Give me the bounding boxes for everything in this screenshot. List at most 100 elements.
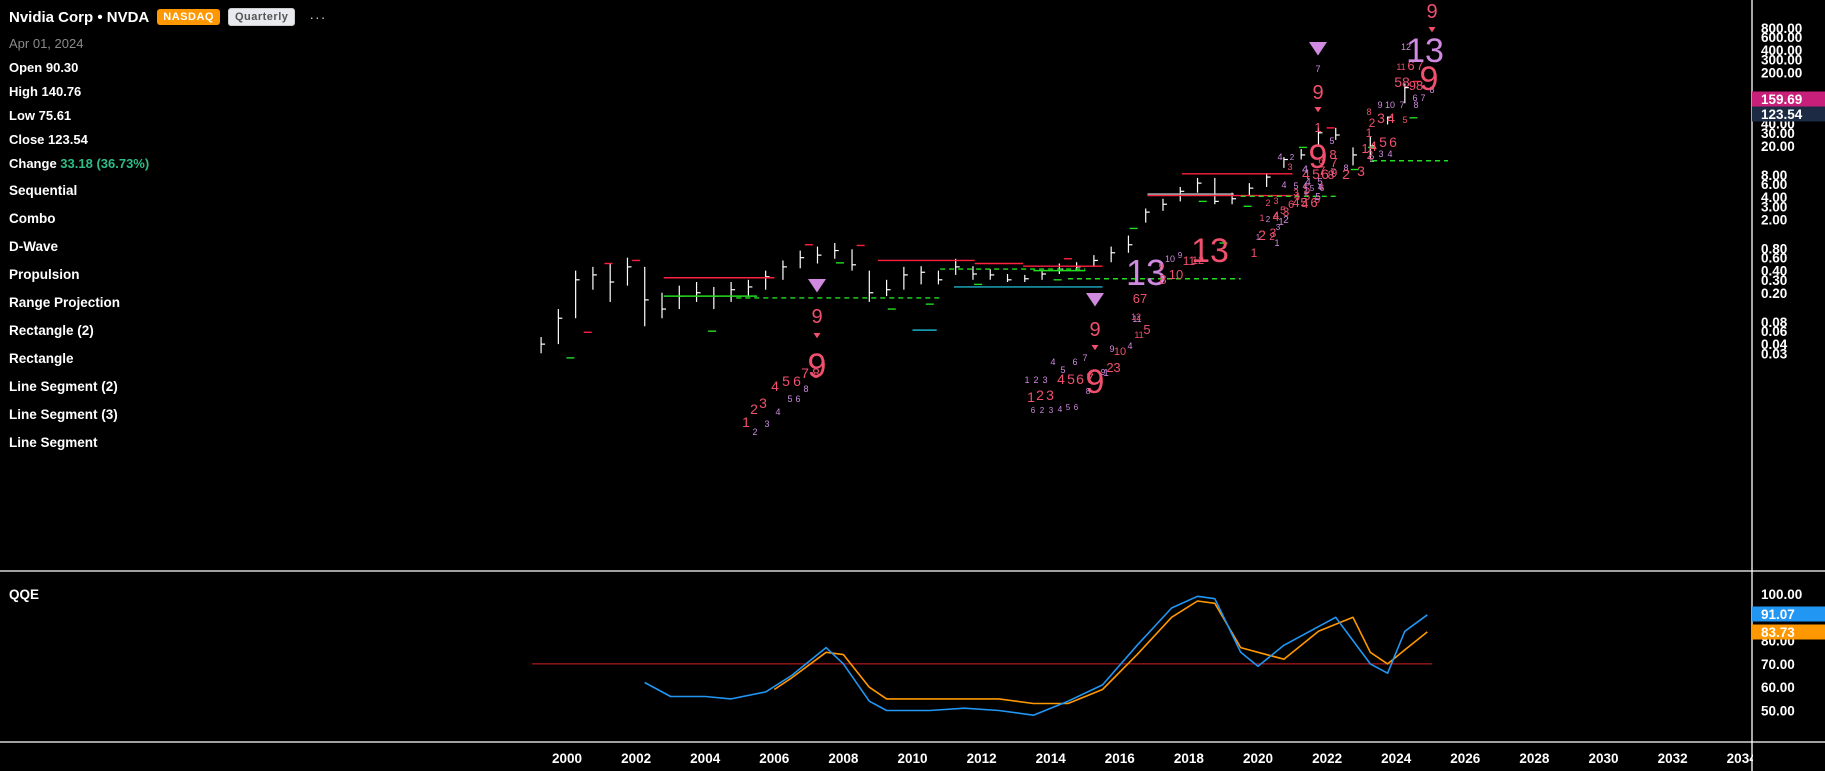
indicator-range-projection[interactable]: Range Projection bbox=[9, 295, 121, 310]
qqe-marker-fast: 91.07 bbox=[1761, 607, 1795, 622]
time-tick-label: 2034 bbox=[1727, 751, 1758, 766]
setup-count-label: 2 bbox=[1106, 360, 1113, 375]
price-tick-label: 3.00 bbox=[1761, 199, 1787, 214]
setup-nine-label: 9 bbox=[1309, 138, 1328, 176]
ohlc-low: Low 75.61 bbox=[9, 108, 71, 123]
setup-count-label: 6 bbox=[1310, 195, 1317, 210]
setup-count-label: 3 bbox=[1113, 360, 1120, 375]
price-tick-label: 8.00 bbox=[1761, 168, 1787, 183]
setup-count-label: 5 bbox=[1312, 166, 1320, 182]
setup-triangle-icon bbox=[813, 333, 821, 339]
qqe-marker-slow-bg bbox=[1752, 624, 1825, 640]
price-tick-label: 0.03 bbox=[1761, 346, 1788, 361]
setup-count-label: 3 bbox=[759, 395, 767, 411]
low-label: Low bbox=[9, 108, 35, 123]
bar-date: Apr 01, 2024 bbox=[9, 36, 84, 51]
price-tick-label: 0.20 bbox=[1761, 286, 1787, 301]
price-tick-label: 0.04 bbox=[1761, 337, 1788, 352]
setup-count-label: 11 bbox=[1134, 330, 1143, 340]
price-marker-close-bg bbox=[1752, 106, 1825, 122]
time-tick-label: 2032 bbox=[1658, 751, 1688, 766]
drawing-line-segment-3[interactable]: Line Segment (3) bbox=[9, 407, 118, 422]
setup-count-label: 2 bbox=[1033, 375, 1038, 385]
setup-count-label: 3 bbox=[1270, 226, 1277, 240]
setup-count-label: 5 bbox=[787, 394, 792, 404]
setup-count-label: 8 bbox=[1413, 100, 1418, 110]
setup-count-label: 7 bbox=[1319, 164, 1326, 178]
price-tick-label: 0.40 bbox=[1761, 264, 1787, 279]
setup-thirteen-label: 13 bbox=[1406, 32, 1444, 70]
setup-count-label: 5 bbox=[782, 373, 790, 389]
setup-count-label: 2 bbox=[752, 427, 757, 437]
ohlc-open: Open 90.30 bbox=[9, 60, 78, 75]
setup-count-label: 1 bbox=[1366, 126, 1373, 140]
setup-count-label: 8 bbox=[1086, 387, 1091, 396]
setup-count-label: 9 bbox=[1312, 82, 1323, 104]
indicator-propulsion[interactable]: Propulsion bbox=[9, 267, 80, 282]
indicator-combo[interactable]: Combo bbox=[9, 211, 56, 226]
time-tick-label: 2010 bbox=[897, 751, 927, 766]
price-tick-label: 20.00 bbox=[1761, 139, 1795, 154]
setup-count-label: 12 bbox=[1192, 255, 1204, 267]
time-tick-label: 2026 bbox=[1450, 751, 1481, 766]
time-tick-label: 2008 bbox=[828, 751, 859, 766]
setup-count-label: 5 bbox=[1060, 365, 1065, 375]
setup-count-label: 4 bbox=[1304, 188, 1309, 197]
setup-count-label: 6 bbox=[1314, 194, 1320, 206]
qqe-slow-line bbox=[773, 600, 1428, 705]
setup-count-label: 8 bbox=[812, 365, 820, 381]
setup-count-label: 9 bbox=[1089, 319, 1100, 341]
setup-count-label: 10 bbox=[1385, 100, 1395, 110]
drawing-line-segment-2[interactable]: Line Segment (2) bbox=[9, 379, 118, 394]
time-tick-label: 2024 bbox=[1381, 751, 1412, 766]
more-options-icon[interactable]: ··· bbox=[309, 9, 327, 25]
setup-count-label: 4 bbox=[1387, 149, 1392, 159]
setup-count-label: 7 bbox=[1420, 93, 1425, 103]
setup-count-label: 3 bbox=[1293, 188, 1299, 199]
setup-count-label: 1 bbox=[742, 414, 750, 430]
setup-count-label: 1 bbox=[1259, 213, 1264, 223]
price-tick-label: 600.00 bbox=[1761, 30, 1802, 45]
setup-count-label: 7 bbox=[1416, 58, 1423, 73]
interval-badge[interactable]: Quarterly bbox=[227, 8, 296, 26]
setup-count-label: 4 bbox=[1369, 138, 1377, 154]
symbol-title[interactable]: Nvidia Corp • NVDA bbox=[9, 8, 150, 26]
setup-count-label: 5 bbox=[1310, 184, 1315, 193]
setup-count-label: 7 bbox=[1330, 155, 1337, 170]
setup-count-label: 6 bbox=[1321, 166, 1329, 182]
setup-count-label: 8 bbox=[1329, 147, 1336, 162]
indicator-d-wave[interactable]: D-Wave bbox=[9, 239, 59, 254]
price-marker-high-bg bbox=[1752, 91, 1825, 107]
time-tick-label: 2018 bbox=[1174, 751, 1205, 766]
setup-count-label: 2 bbox=[1269, 232, 1275, 243]
ohlc-close: Close 123.54 bbox=[9, 132, 88, 147]
setup-count-label: 1 bbox=[1256, 233, 1261, 242]
setup-count-label: 4 bbox=[1281, 180, 1286, 190]
setup-count-label: 2 bbox=[1266, 215, 1271, 224]
drawing-rectangle[interactable]: Rectangle bbox=[9, 351, 74, 366]
setup-count-label: 4 bbox=[1050, 357, 1055, 367]
time-tick-label: 2006 bbox=[759, 751, 790, 766]
setup-count-label: 7 bbox=[801, 365, 809, 381]
setup-count-label: 6 bbox=[1031, 406, 1036, 415]
time-tick-label: 2000 bbox=[552, 751, 582, 766]
setup-count-label: 4 bbox=[771, 378, 779, 394]
setup-count-label: 4 bbox=[1058, 405, 1063, 414]
qqe-panel-label[interactable]: QQE bbox=[9, 587, 40, 602]
drawing-rectangle-2[interactable]: Rectangle (2) bbox=[9, 323, 94, 338]
indicator-sequential[interactable]: Sequential bbox=[9, 183, 78, 198]
price-marker-high: 159.69 bbox=[1761, 92, 1802, 107]
setup-count-label: 6 bbox=[1412, 93, 1417, 103]
time-tick-label: 2004 bbox=[690, 751, 721, 766]
setup-count-label: 1 bbox=[1314, 120, 1321, 135]
time-axis-clip bbox=[1753, 743, 1825, 771]
open-label: Open bbox=[9, 60, 43, 75]
setup-count-label: 10 bbox=[1114, 346, 1126, 358]
setup-count-label: 5 bbox=[1379, 134, 1387, 150]
setup-count-label: 3 bbox=[1287, 162, 1292, 172]
setup-count-label: 9 bbox=[1101, 368, 1106, 377]
ohlc-high: High 140.76 bbox=[9, 84, 81, 99]
setup-count-label: 4 bbox=[1273, 210, 1279, 222]
drawing-line-segment[interactable]: Line Segment bbox=[9, 435, 98, 450]
